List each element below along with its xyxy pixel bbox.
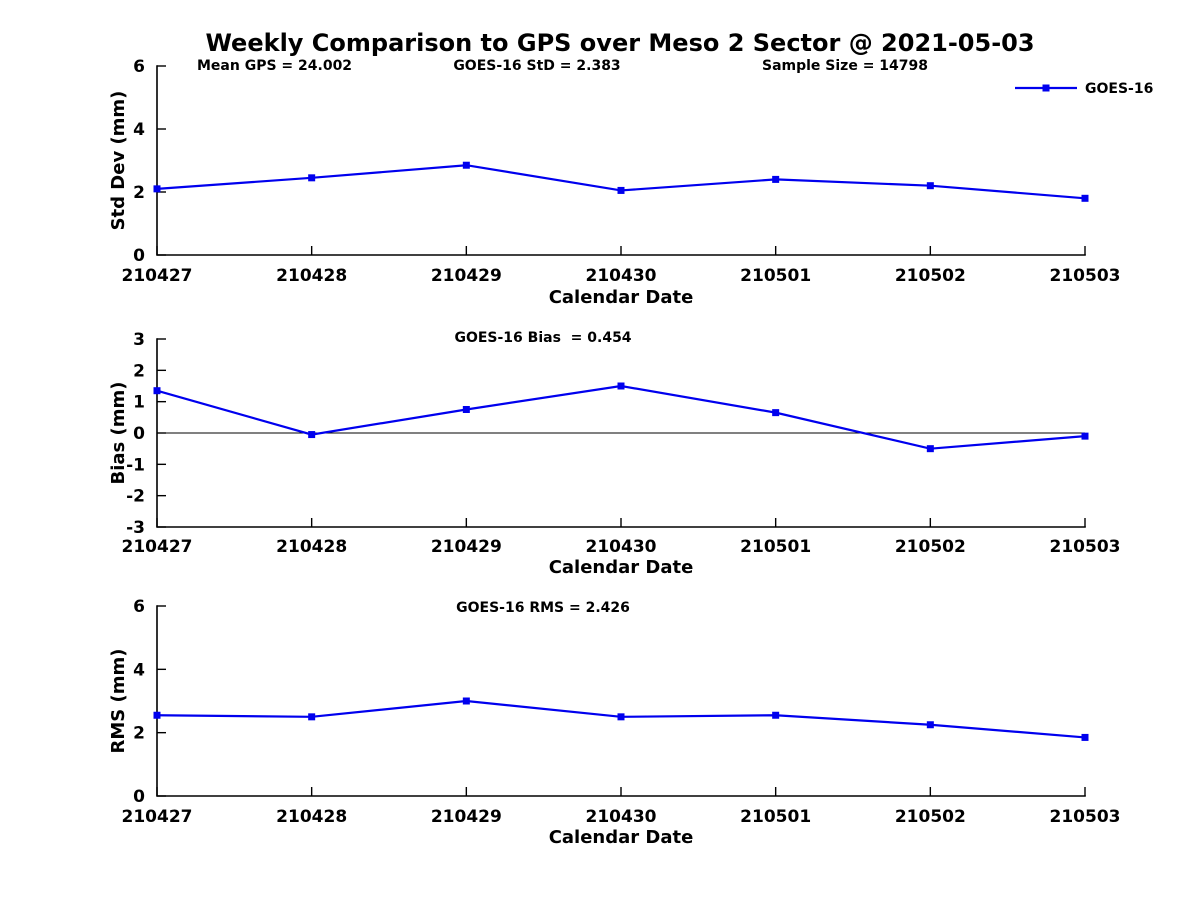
x-tick-label: 210502 [895, 266, 966, 286]
x-tick-label: 210503 [1050, 266, 1121, 286]
data-point-marker [153, 711, 161, 719]
data-point-marker [926, 182, 934, 190]
y-tick-label: -3 [126, 518, 145, 538]
x-axis-label: Calendar Date [549, 557, 694, 578]
x-tick-label: 210427 [122, 266, 193, 286]
x-tick-label: 210502 [895, 537, 966, 557]
y-tick-label: 2 [133, 183, 145, 203]
x-tick-label: 210501 [740, 266, 811, 286]
y-tick-label: -1 [126, 455, 145, 475]
y-tick-label: 2 [133, 361, 145, 381]
data-point-marker [617, 713, 625, 721]
y-tick-label: 1 [133, 393, 145, 413]
data-point-marker [926, 445, 934, 453]
series-line-goes-16 [156, 384, 1086, 450]
subplot-rms-mm-: 0 2 4 6 210427 210428 210429 210430 210501 210502… [108, 597, 1120, 848]
x-tick-label: 210501 [740, 537, 811, 557]
y-axis-label: Std Dev (mm) [108, 91, 129, 231]
data-point-marker [462, 161, 470, 169]
x-tick-label: 210503 [1050, 537, 1121, 557]
axis-lines [156, 65, 1086, 256]
data-point-marker [153, 185, 161, 193]
data-point-marker [308, 174, 316, 182]
stat-sample-size: Sample Size = 14798 [762, 58, 928, 74]
x-axis-label: Calendar Date [549, 827, 694, 848]
stat-goes16-std: GOES-16 StD = 2.383 [453, 58, 620, 74]
x-tick-label: 210429 [431, 266, 502, 286]
y-tick-label: -2 [126, 487, 145, 507]
x-tick-label: 210430 [586, 537, 657, 557]
x-tick-label: 210430 [586, 807, 657, 827]
data-point-marker [1081, 733, 1089, 741]
x-tick-label: 210427 [122, 807, 193, 827]
stat-mean-gps: Mean GPS = 24.002 [197, 58, 352, 74]
x-tick-label: 210501 [740, 807, 811, 827]
data-point-marker [617, 186, 625, 194]
y-tick-label: 3 [133, 330, 145, 350]
y-tick-label: 0 [133, 787, 145, 807]
y-tick-label: 6 [133, 597, 145, 617]
legend: GOES-16 [1015, 81, 1153, 97]
subplot-title: GOES-16 Bias = 0.454 [454, 330, 631, 346]
data-point-marker [772, 409, 780, 417]
y-tick-label: 4 [133, 120, 145, 140]
subplot-title: GOES-16 RMS = 2.426 [456, 600, 630, 616]
subplot-bias-mm-: -3 -2 -1 0 1 2 3 210427 210428 210429 210430 210501… [108, 330, 1120, 578]
x-tick-label: 210503 [1050, 807, 1121, 827]
x-axis-label: Calendar Date [549, 287, 694, 308]
y-tick-label: 0 [133, 246, 145, 266]
data-point-marker [462, 406, 470, 413]
y-tick-label: 6 [133, 57, 145, 77]
x-tick-label: 210428 [276, 807, 347, 827]
y-axis-label: Bias (mm) [108, 382, 129, 485]
y-tick-label: 0 [133, 424, 145, 444]
data-point-marker [462, 697, 470, 705]
x-tick-label: 210427 [122, 537, 193, 557]
legend-square-marker-icon [1042, 84, 1050, 92]
subplot-std-dev-mm-: 0 2 4 6 210427 210428 210429 210430 210501 210502… [108, 57, 1120, 308]
data-point-marker [153, 387, 161, 395]
data-point-marker [926, 721, 934, 729]
data-point-marker [308, 431, 316, 439]
x-tick-label: 210428 [276, 266, 347, 286]
data-point-marker [308, 713, 316, 721]
y-axis-label: RMS (mm) [108, 649, 129, 754]
x-tick-label: 210428 [276, 537, 347, 557]
legend-label: GOES-16 [1085, 81, 1153, 97]
x-tick-label: 210429 [431, 807, 502, 827]
y-tick-label: 4 [133, 660, 145, 680]
figure-title: Weekly Comparison to GPS over Meso 2 Sec… [205, 29, 1034, 57]
y-tick-label: 2 [133, 724, 145, 744]
data-point-marker [617, 382, 625, 390]
data-point-marker [772, 711, 780, 719]
data-point-marker [772, 175, 780, 183]
x-tick-label: 210502 [895, 807, 966, 827]
axis-lines [156, 605, 1086, 797]
x-tick-label: 210430 [586, 266, 657, 286]
data-point-marker [1081, 432, 1089, 440]
data-point-marker [1081, 194, 1089, 202]
x-tick-label: 210429 [431, 537, 502, 557]
